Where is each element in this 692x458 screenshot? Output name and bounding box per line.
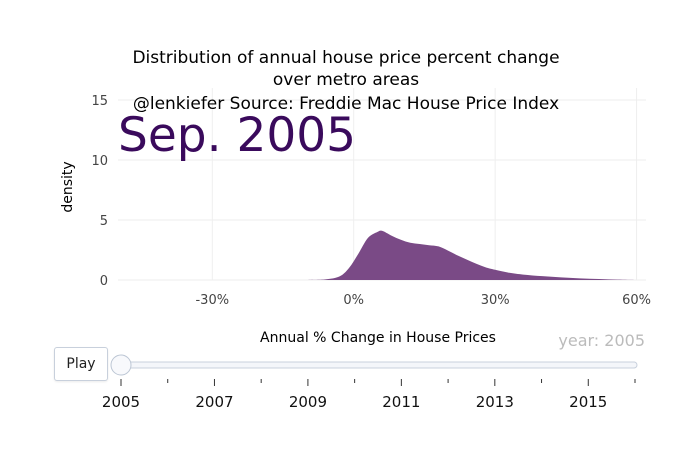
chart-title-line-3: @lenkiefer Source: Freddie Mac House Pri… <box>133 94 559 114</box>
play-button[interactable]: Play <box>54 347 108 381</box>
slider-tick-label[interactable]: 2013 <box>476 393 514 411</box>
y-tick-label: 0 <box>100 274 108 289</box>
chart-title-line-2: over metro areas <box>273 70 419 90</box>
y-axis-ticks: 0 5 10 15 <box>91 94 108 289</box>
slider-current-value: year: 2005 <box>558 331 645 350</box>
x-axis-title: Annual % Change in House Prices <box>260 330 496 346</box>
x-tick-label: 60% <box>622 293 651 308</box>
y-tick-label: 15 <box>91 94 108 109</box>
frame-date-label: Sep. 2005 <box>118 108 356 163</box>
year-slider[interactable]: 2005 2007 2009 2011 2013 2015 <box>102 354 638 411</box>
y-tick-label: 5 <box>100 214 108 229</box>
chart-title-line-1: Distribution of annual house price perce… <box>132 48 559 68</box>
y-axis-title: density <box>60 161 76 212</box>
slider-track[interactable] <box>119 361 638 369</box>
x-tick-label: -30% <box>195 293 229 308</box>
slider-tick-label[interactable]: 2007 <box>195 393 233 411</box>
density-area <box>306 230 637 280</box>
plot-area <box>306 230 637 280</box>
slider-tick-label[interactable]: 2005 <box>102 393 140 411</box>
slider-handle[interactable] <box>110 354 132 376</box>
slider-tick-label[interactable]: 2015 <box>569 393 607 411</box>
y-tick-label: 10 <box>91 154 108 169</box>
x-axis-ticks: -30% 0% 30% 60% <box>195 293 651 308</box>
slider-ticks: 2005 2007 2009 2011 2013 2015 <box>102 379 636 411</box>
slider-tick-label[interactable]: 2009 <box>289 393 327 411</box>
x-tick-label: 0% <box>343 293 364 308</box>
slider-tick-label[interactable]: 2011 <box>382 393 420 411</box>
x-tick-label: 30% <box>481 293 510 308</box>
